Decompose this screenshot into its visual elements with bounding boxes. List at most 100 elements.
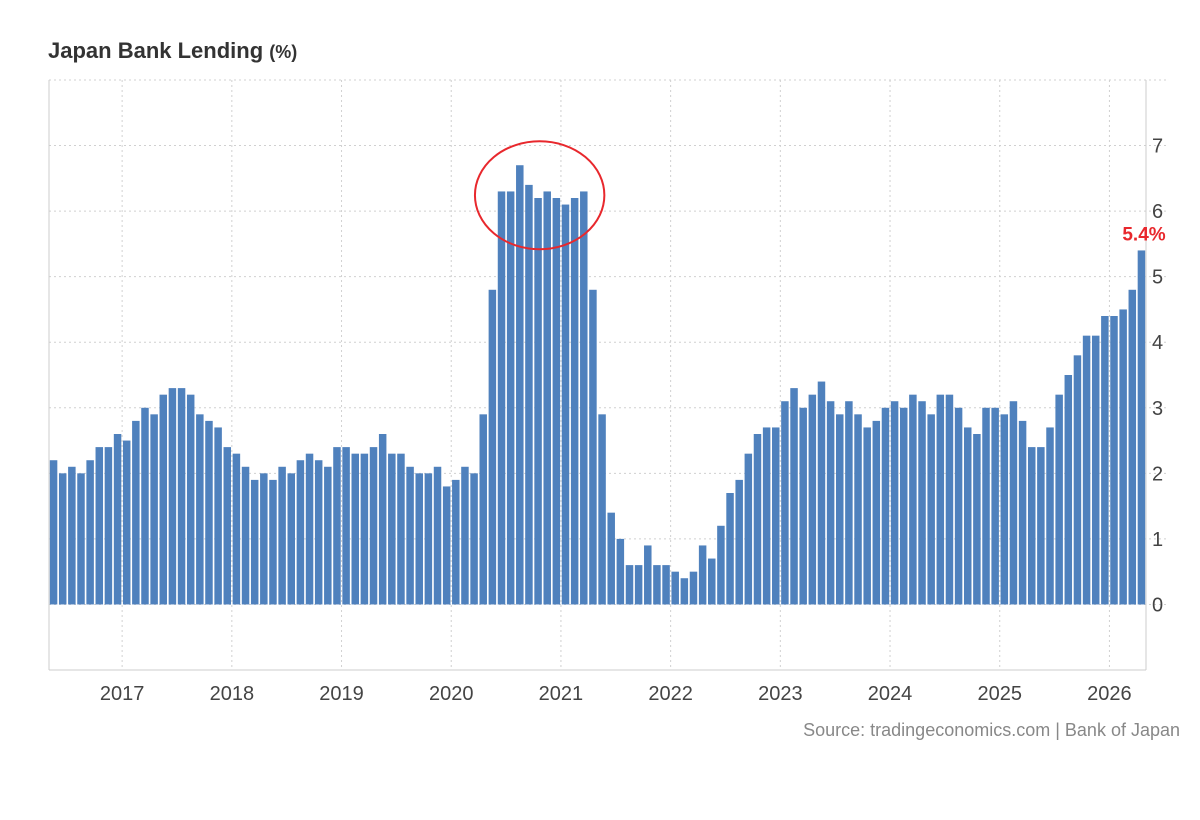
bar xyxy=(314,460,323,605)
bar xyxy=(1064,375,1073,605)
y-tick-label: 7 xyxy=(1152,136,1163,158)
bar xyxy=(77,473,85,605)
bar xyxy=(863,427,871,605)
bar xyxy=(708,558,716,605)
bar xyxy=(516,165,524,605)
bar xyxy=(168,388,177,605)
bar xyxy=(369,447,378,605)
bar xyxy=(954,407,963,605)
bar xyxy=(260,473,268,605)
bar xyxy=(534,198,542,605)
last-value-label: 5.4% xyxy=(1122,224,1165,245)
bar xyxy=(241,466,250,605)
bar xyxy=(141,407,149,605)
bar xyxy=(388,453,396,605)
bar xyxy=(826,401,835,605)
bar xyxy=(735,479,743,605)
bar xyxy=(506,191,515,605)
bar xyxy=(909,394,917,605)
bar xyxy=(186,394,195,605)
bar xyxy=(1009,401,1018,605)
bar xyxy=(671,571,679,605)
bar xyxy=(1128,289,1137,605)
bar xyxy=(205,420,213,605)
bar xyxy=(899,407,908,605)
bar xyxy=(1046,427,1054,605)
labels: 0 1 2 3 4 5 6 7 2017 2018 2019 2020 2021 2022 2023 2024… xyxy=(100,136,1166,705)
bar xyxy=(1101,316,1109,605)
bar xyxy=(525,184,533,605)
bar xyxy=(662,565,670,605)
bar xyxy=(1091,335,1100,605)
bar xyxy=(936,394,945,605)
y-tick-label: 5 xyxy=(1152,267,1163,289)
bar xyxy=(378,434,387,605)
bar xyxy=(232,453,241,605)
bar xyxy=(726,493,734,605)
bar xyxy=(1110,316,1118,605)
bar xyxy=(790,388,798,605)
bar xyxy=(1018,420,1027,605)
bar xyxy=(95,447,104,605)
x-tick-label: 2023 xyxy=(758,683,803,705)
bar xyxy=(296,460,305,605)
bar xyxy=(1137,250,1146,605)
x-tick-label: 2021 xyxy=(539,683,584,705)
bar xyxy=(982,407,990,605)
bar xyxy=(854,414,862,605)
bar xyxy=(424,473,433,605)
y-tick-label: 3 xyxy=(1152,398,1163,420)
x-tick-label: 2024 xyxy=(868,683,913,705)
bar xyxy=(698,545,707,605)
bar xyxy=(1082,335,1091,605)
y-tick-label: 1 xyxy=(1152,529,1163,551)
bar xyxy=(132,420,140,605)
bar xyxy=(890,401,899,605)
bar xyxy=(808,394,817,605)
bar xyxy=(680,578,689,605)
source-note: Source: tradingeconomics.com | Bank of J… xyxy=(803,720,1180,740)
bar xyxy=(497,191,506,605)
x-tick-label: 2026 xyxy=(1087,683,1132,705)
bar xyxy=(250,479,259,605)
bar xyxy=(634,565,643,605)
bar xyxy=(927,414,935,605)
bar xyxy=(836,414,844,605)
bar xyxy=(543,191,551,605)
bar xyxy=(607,512,615,605)
bar xyxy=(644,545,652,605)
bar xyxy=(177,388,186,605)
x-tick-label: 2019 xyxy=(319,683,364,705)
bar xyxy=(287,473,296,605)
bar xyxy=(324,466,332,605)
bar xyxy=(616,538,625,605)
bar xyxy=(113,434,122,605)
bar xyxy=(214,427,222,605)
bar xyxy=(49,460,58,605)
bar xyxy=(653,565,661,605)
bars xyxy=(49,165,1146,605)
bar xyxy=(269,479,277,605)
bar xyxy=(479,414,487,605)
y-tick-label: 4 xyxy=(1152,332,1163,354)
bar xyxy=(598,414,606,605)
x-tick-label: 2025 xyxy=(977,683,1022,705)
x-tick-label: 2022 xyxy=(648,683,693,705)
bar xyxy=(744,453,753,605)
bar xyxy=(406,466,414,605)
bar xyxy=(589,289,597,605)
bar xyxy=(305,453,314,605)
bar xyxy=(561,204,570,605)
bar xyxy=(104,447,113,605)
bar xyxy=(68,466,76,605)
bar xyxy=(872,420,881,605)
chart-title: Japan Bank Lending (%) xyxy=(48,38,297,64)
bar xyxy=(397,453,405,605)
bar xyxy=(963,427,972,605)
bar xyxy=(570,198,579,605)
bar xyxy=(278,466,286,605)
bar xyxy=(781,401,789,605)
chart-title-text: Japan Bank Lending xyxy=(48,38,264,63)
y-tick-label: 0 xyxy=(1152,594,1163,616)
